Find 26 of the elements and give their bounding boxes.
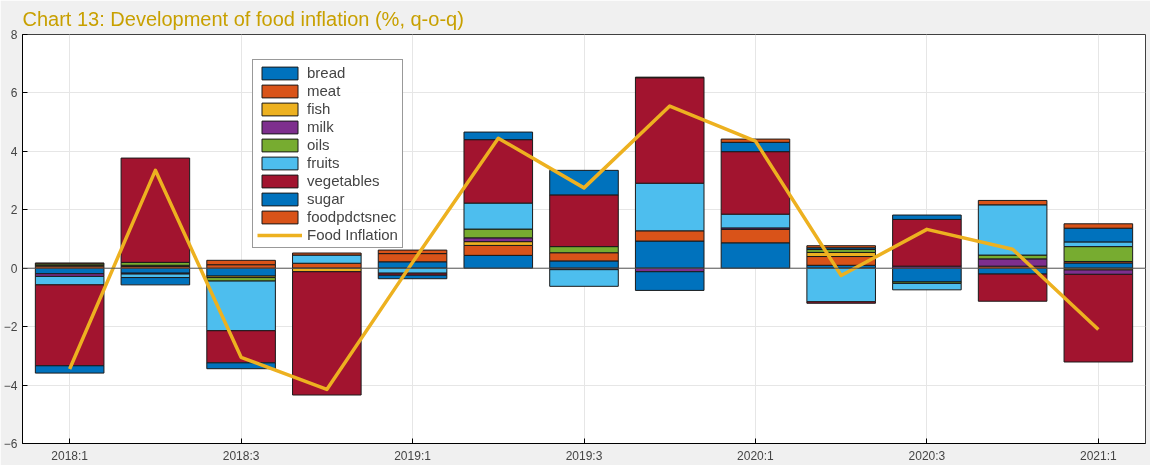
- y-tick-label: −4: [3, 378, 18, 393]
- legend-label: bread: [307, 64, 346, 81]
- y-tick-label: 8: [10, 28, 18, 42]
- legend-label: milk: [307, 118, 334, 135]
- legend-label: fruits: [307, 154, 340, 171]
- x-tick-label: 2018:3: [222, 448, 260, 463]
- legend-label: meat: [307, 82, 341, 99]
- legend-label: Food Inflation: [307, 226, 398, 243]
- x-tick-label: 2020:1: [737, 448, 775, 463]
- chart-title: Chart 13: Development of food inflation (%, q-o-q): [22, 7, 464, 30]
- x-tick-label: 2020:3: [908, 448, 946, 463]
- legend-label: foodpdctsnec: [307, 208, 397, 225]
- legend-label: fish: [307, 100, 331, 117]
- x-tick-label: 2018:1: [51, 448, 89, 463]
- x-tick-label: 2019:1: [394, 448, 432, 463]
- x-tick-label: 2021:1: [1080, 448, 1118, 463]
- legend-label: oils: [307, 136, 330, 153]
- y-tick-label: −2: [3, 320, 18, 335]
- y-tick-label: −6: [3, 437, 18, 451]
- legend-label: vegetables: [307, 172, 380, 189]
- y-tick-label: 4: [10, 144, 18, 159]
- y-tick-label: 0: [10, 261, 18, 276]
- y-tick-label: 6: [10, 86, 18, 101]
- legend-label: sugar: [307, 190, 345, 207]
- x-tick-label: 2019:3: [565, 448, 603, 463]
- y-tick-label: 2: [10, 203, 18, 218]
